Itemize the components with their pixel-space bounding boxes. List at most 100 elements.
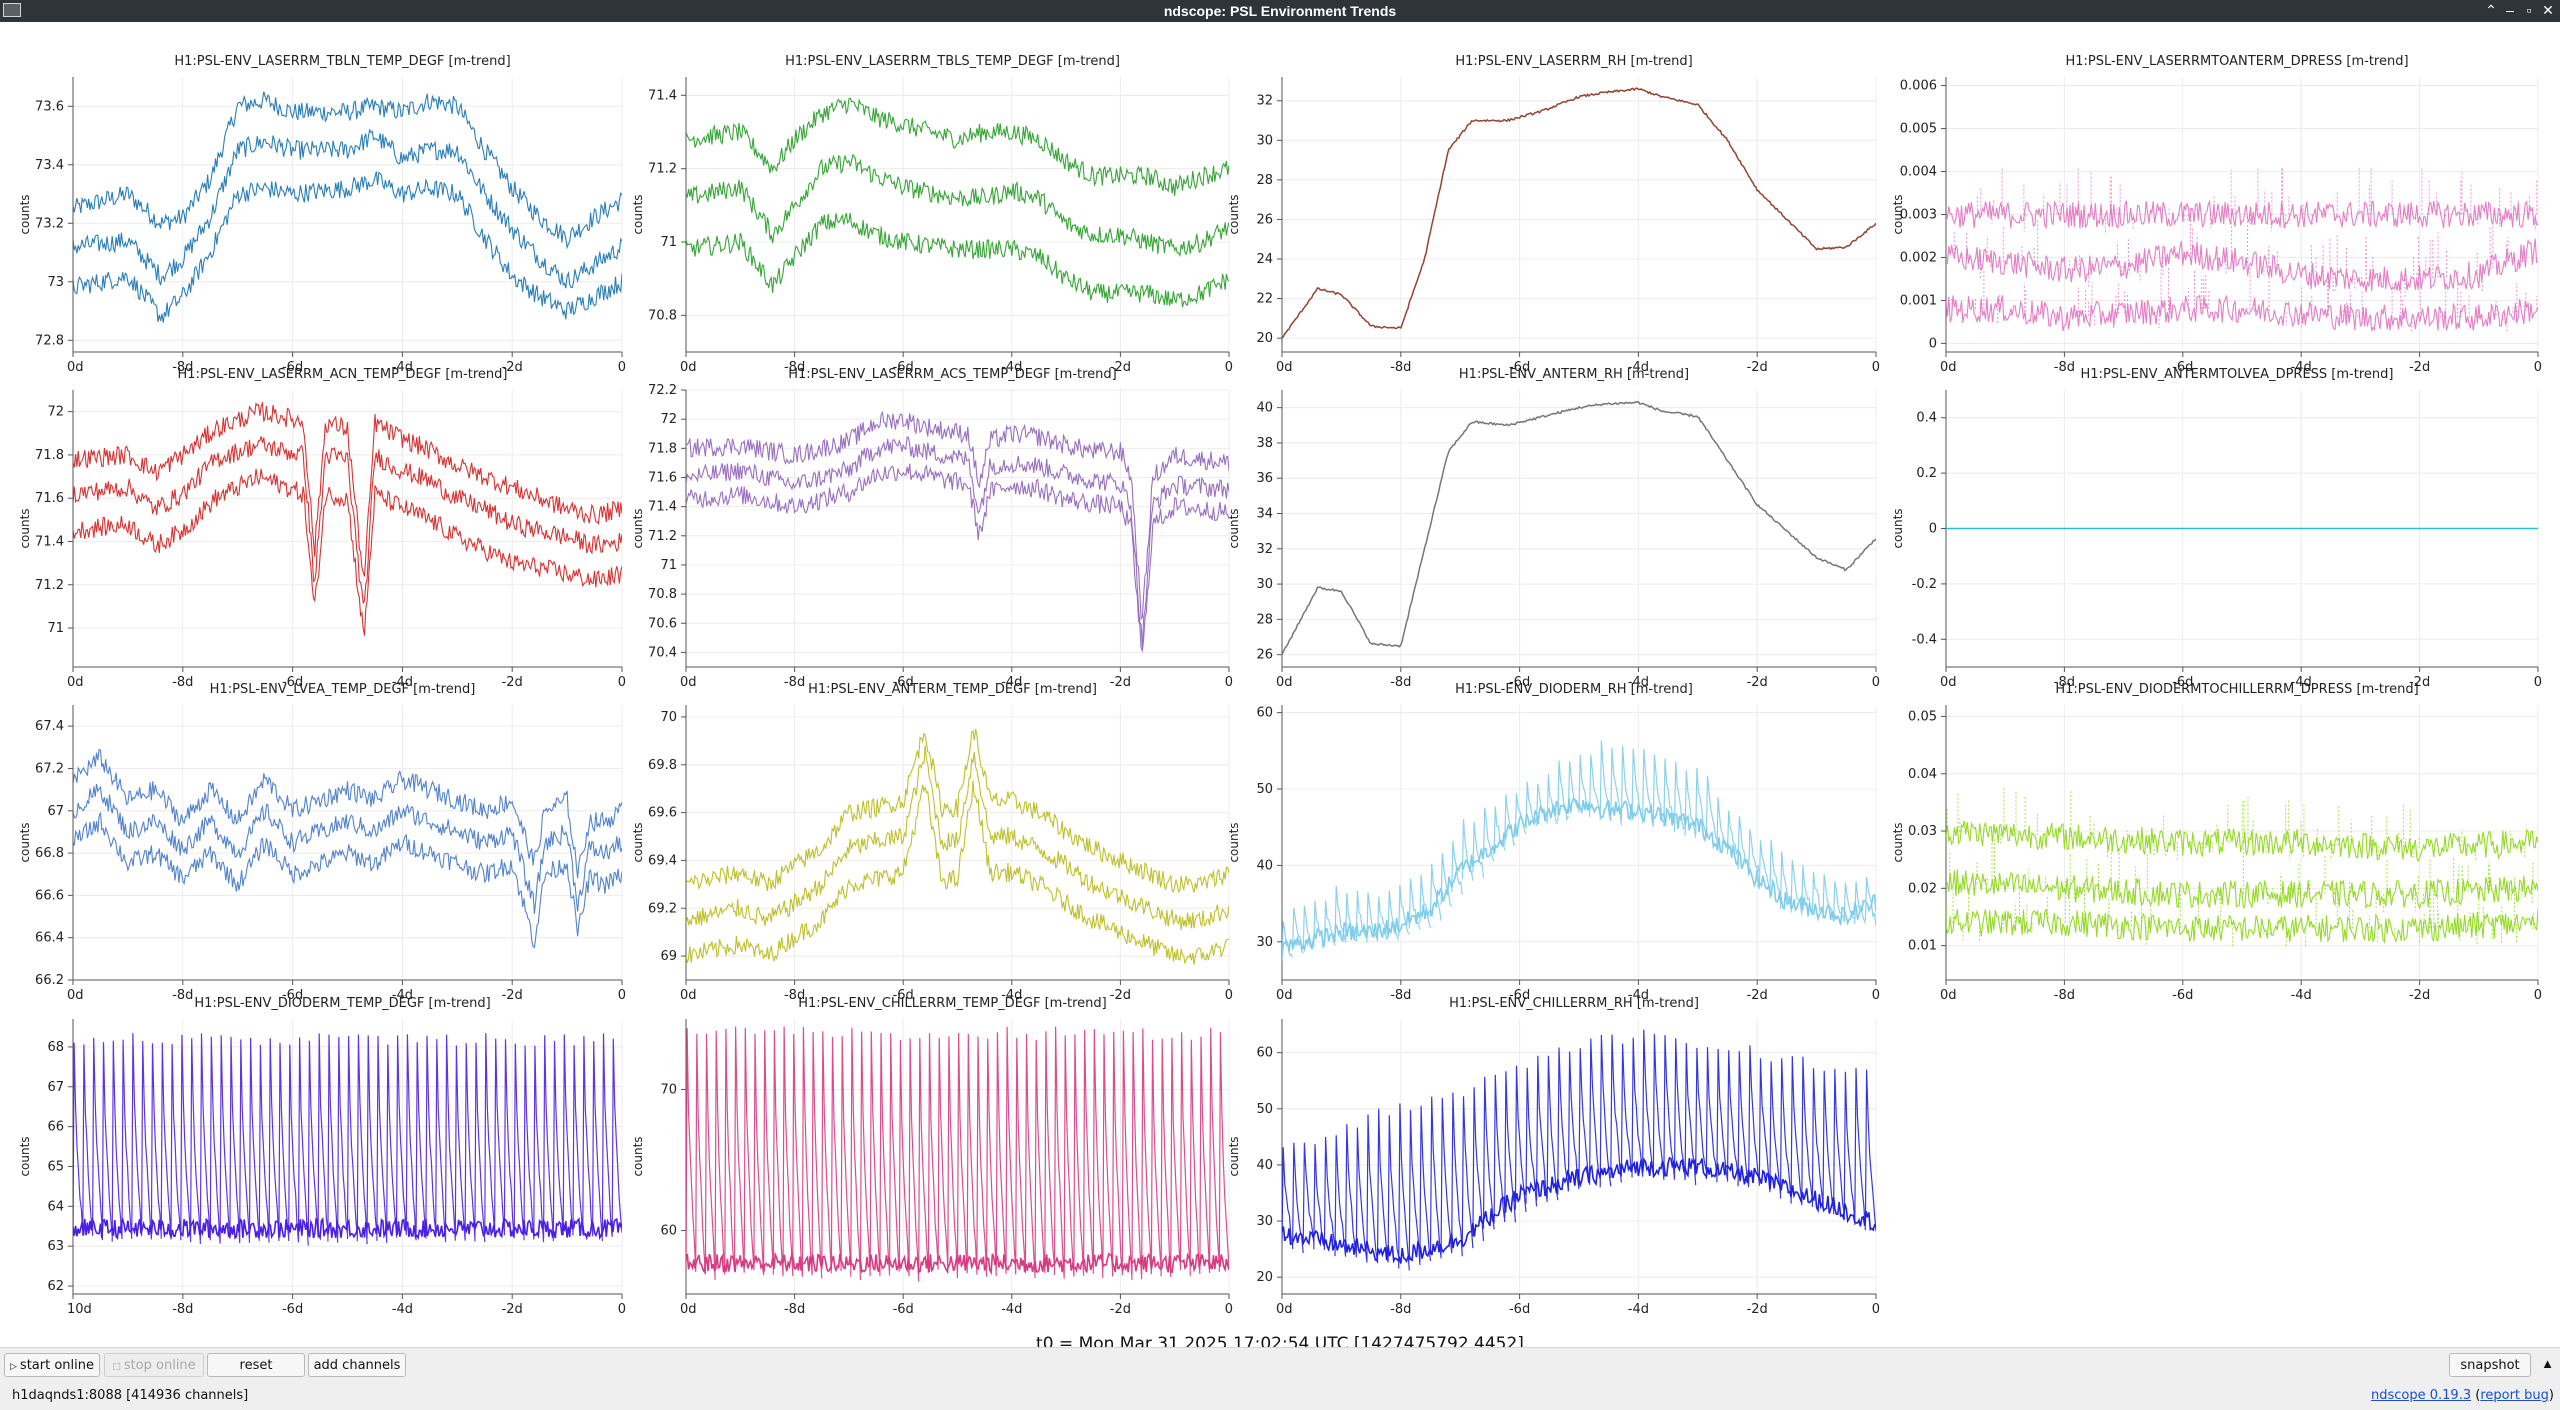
chart-panel[interactable]: H1:PSL-ENV_CHILLERRM_RH [m-trend] counts 0… xyxy=(1227,996,1880,1317)
y-axis-label: counts xyxy=(1227,194,1241,234)
x-tick-label: 0 xyxy=(2534,988,2542,1003)
chevron-up-icon[interactable]: ⌃ xyxy=(2485,2,2497,18)
start-online-label: start online xyxy=(19,1358,94,1373)
x-tick-label: 0d xyxy=(1276,988,1293,1003)
x-tick-label: -2d xyxy=(502,675,523,690)
y-axis-label: counts xyxy=(18,822,32,862)
chart-panel[interactable]: H1:PSL-ENV_ANTERM_RH [m-trend] counts 0d -8… xyxy=(1227,367,1880,690)
minimize-icon[interactable]: – xyxy=(2506,2,2514,18)
chart-panel[interactable]: H1:PSL-ENV_LASERRM_TBLN_TEMP_DEGF [m-tre… xyxy=(18,54,626,375)
series-group xyxy=(73,401,622,636)
series-line xyxy=(73,784,622,914)
collapse-toolbar-icon[interactable]: ▲ xyxy=(2541,1356,2554,1371)
chart-panel[interactable]: H1:PSL-ENV_LASERRM_RH [m-trend] counts 0d -… xyxy=(1227,54,1880,375)
x-tick-label: -2d xyxy=(1747,988,1768,1003)
x-tick-label: 0d xyxy=(1276,1302,1293,1317)
y-tick-label: 38 xyxy=(1256,436,1273,451)
x-tick-label: 0d xyxy=(1940,988,1957,1003)
chart-panel[interactable]: H1:PSL-ENV_DIODERM_RH [m-trend] counts 0d -… xyxy=(1227,682,1880,1003)
x-tick-label: -8d xyxy=(784,360,805,375)
chart-panel[interactable]: H1:PSL-ENV_LASERRM_ACN_TEMP_DEGF [m-tren… xyxy=(18,367,626,690)
y-tick-label: 0.006 xyxy=(1900,79,1937,94)
x-tick-label: -4d xyxy=(1628,675,1649,690)
y-tick-label: 30 xyxy=(1256,935,1273,950)
series-line xyxy=(686,728,1229,893)
chart-panel[interactable]: H1:PSL-ENV_LVEA_TEMP_DEGF [m-trend] count… xyxy=(18,682,626,1003)
chart-panel[interactable]: H1:PSL-ENV_LASERRM_TBLS_TEMP_DEGF [m-tre… xyxy=(631,54,1233,375)
plot-grid[interactable]: H1:PSL-ENV_LASERRM_TBLN_TEMP_DEGF [m-tre… xyxy=(0,22,2560,1322)
y-tick-label: 24 xyxy=(1256,252,1273,267)
series-line xyxy=(1282,1156,1876,1264)
x-tick-label: -4d xyxy=(392,1302,413,1317)
chart-panel[interactable]: H1:PSL-ENV_ANTERMTOLVEA_DPRESS [m-trend]… xyxy=(1891,367,2542,690)
chart-panel[interactable]: H1:PSL-ENV_ANTERM_TEMP_DEGF [m-trend] cou… xyxy=(631,682,1233,1003)
series-line xyxy=(686,410,1229,621)
y-tick-label: 67.4 xyxy=(35,719,64,734)
chart-panel[interactable]: H1:PSL-ENV_LASERRM_ACS_TEMP_DEGF [m-tren… xyxy=(631,367,1233,690)
y-axis-label: counts xyxy=(631,508,645,548)
chart-title: H1:PSL-ENV_LASERRM_TBLN_TEMP_DEGF [m-tre… xyxy=(174,54,510,69)
y-tick-label: 0.001 xyxy=(1900,293,1937,308)
series-line xyxy=(1946,820,2538,863)
series-group xyxy=(73,1033,622,1246)
series-group xyxy=(1946,787,2538,949)
series-line xyxy=(73,171,622,323)
series-line xyxy=(73,401,622,577)
y-tick-label: 66.4 xyxy=(35,931,64,946)
y-axis-label: counts xyxy=(1227,508,1241,548)
chart-panel[interactable]: H1:PSL-ENV_DIODERMTOCHILLERRM_DPRESS [m-… xyxy=(1891,682,2542,1003)
x-tick-label: 0 xyxy=(2534,675,2542,690)
maximize-icon[interactable]: ▫ xyxy=(2526,2,2532,18)
chart-panel[interactable]: H1:PSL-ENV_CHILLERRM_TEMP_DEGF [m-trend]… xyxy=(631,996,1233,1317)
series-line xyxy=(1282,797,1876,957)
y-tick-label: 62 xyxy=(47,1279,64,1294)
y-tick-label: 70.6 xyxy=(648,616,677,631)
series-line xyxy=(73,128,622,289)
x-tick-label: 0d xyxy=(1276,675,1293,690)
add-channels-button[interactable]: add channels xyxy=(308,1353,406,1377)
reset-button[interactable]: reset xyxy=(207,1353,305,1377)
stop-online-button[interactable]: □ stop online xyxy=(104,1353,204,1377)
y-tick-label: -0.2 xyxy=(1912,577,1937,592)
y-tick-label: 64 xyxy=(47,1199,64,1214)
y-tick-label: 71.8 xyxy=(35,448,64,463)
close-icon[interactable]: ✕ xyxy=(2542,2,2554,18)
series-spikes xyxy=(1946,166,2538,235)
series-spikes xyxy=(1951,265,2538,334)
chart-title: H1:PSL-ENV_LVEA_TEMP_DEGF [m-trend] xyxy=(210,682,476,697)
version-link[interactable]: ndscope 0.19.3 xyxy=(2371,1388,2472,1403)
y-tick-label: 0.2 xyxy=(1916,466,1937,481)
series-line xyxy=(686,463,1229,653)
y-tick-label: 20 xyxy=(1256,331,1273,346)
x-tick-label: 0d xyxy=(680,988,697,1003)
snapshot-button[interactable]: snapshot xyxy=(2449,1353,2531,1377)
y-tick-label: 67 xyxy=(47,804,64,819)
y-tick-label: 72 xyxy=(47,405,64,420)
y-tick-label: 50 xyxy=(1256,782,1273,797)
y-axis-label: counts xyxy=(631,1136,645,1176)
y-tick-label: 36 xyxy=(1256,471,1273,486)
x-tick-label: -4d xyxy=(1628,360,1649,375)
series-line xyxy=(1282,87,1876,339)
series-spikes xyxy=(1946,876,2534,949)
y-tick-label: 70.8 xyxy=(648,308,677,323)
y-axis-label: counts xyxy=(18,1136,32,1176)
series-group xyxy=(1282,87,1876,339)
y-tick-label: 28 xyxy=(1256,612,1273,627)
x-tick-label: 0d xyxy=(67,675,84,690)
y-tick-label: 69.6 xyxy=(648,806,677,821)
x-tick-label: -8d xyxy=(1390,360,1411,375)
series-group xyxy=(1946,166,2538,334)
x-tick-label: -2d xyxy=(1747,360,1768,375)
x-tick-label: 0 xyxy=(1225,360,1233,375)
chart-panel[interactable]: H1:PSL-ENV_DIODERM_TEMP_DEGF [m-trend] co… xyxy=(18,996,626,1317)
y-tick-label: 71.8 xyxy=(648,441,677,456)
y-tick-label: 71.6 xyxy=(648,470,677,485)
report-bug-link[interactable]: report bug xyxy=(2480,1388,2549,1403)
series-line xyxy=(686,436,1229,648)
series-group xyxy=(1282,1029,1876,1271)
y-tick-label: 0.4 xyxy=(1916,411,1937,426)
chart-panel[interactable]: H1:PSL-ENV_LASERRMTOANTERM_DPRESS [m-tre… xyxy=(1891,54,2542,375)
x-tick-label: 0d xyxy=(1940,360,1957,375)
start-online-button[interactable]: ▷ start online xyxy=(4,1353,100,1377)
